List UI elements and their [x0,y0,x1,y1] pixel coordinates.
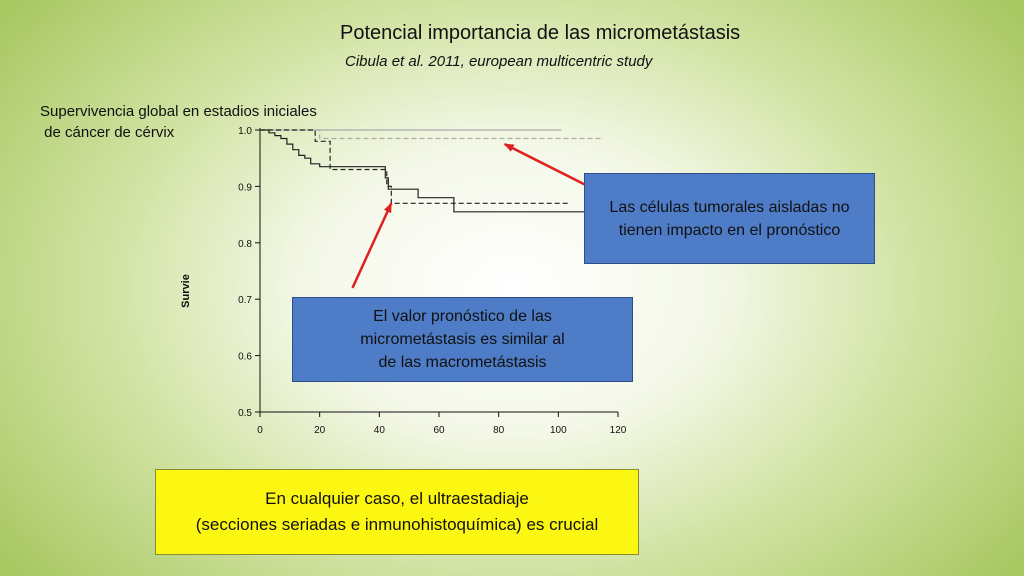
callout-isolated-cells: Las células tumorales aisladas no tienen… [584,173,875,264]
callout-ultrastaging-line-2: (secciones seriadas e inmunohistoquímica… [195,515,599,534]
x-tick-label-0: 0 [257,425,263,436]
y-tick-label-0: 0.5 [238,408,252,419]
x-tick-label-4: 80 [493,425,505,436]
survival-curve-2 [260,129,604,140]
survival-curve-3 [260,129,571,204]
x-tick-label-1: 20 [314,425,326,436]
callout-micrometastasis-line-2: micrometástasis es similar al [360,331,565,348]
y-axis-label: Survie [180,274,192,308]
callout-micrometastasis: El valor pronóstico de las micrometástas… [292,297,633,382]
y-tick-label-2: 0.7 [238,295,252,306]
callout-ultrastaging: En cualquier caso, el ultraestadiaje (se… [155,469,639,555]
slide-title: Potencial importancia de las micrometást… [340,22,741,44]
callout-isolated-cells-line-1: Las células tumorales aisladas no [609,198,850,216]
x-tick-label-5: 100 [550,425,567,436]
slide-subtitle: Cibula et al. 2011, european multicentri… [345,53,653,70]
y-tick-label-5: 1.0 [238,126,252,137]
callout-micrometastasis-line-1: El valor pronóstico de las [373,308,552,325]
chart-heading-line-2: de cáncer de cérvix [40,124,175,141]
x-tick-label-3: 60 [433,425,445,436]
callout-ultrastaging-line-1: En cualquier caso, el ultraestadiaje [265,489,529,508]
red-arrow-1 [503,142,595,191]
callout-isolated-cells-line-2: tienen impacto en el pronóstico [618,221,841,239]
x-tick-label-2: 40 [374,425,386,436]
survival-curve-4 [260,129,589,213]
x-tick-label-6: 120 [610,425,627,436]
callout-micrometastasis-line-3: de las macrometástasis [378,354,547,371]
chart-heading: Supervivencia global en estadios inicial… [40,101,317,143]
y-tick-label-1: 0.6 [238,352,252,363]
red-arrow-2 [351,202,393,289]
y-tick-label-4: 0.9 [238,182,252,193]
chart-heading-line-1: Supervivencia global en estadios inicial… [40,103,317,120]
y-tick-label-3: 0.8 [238,239,252,250]
